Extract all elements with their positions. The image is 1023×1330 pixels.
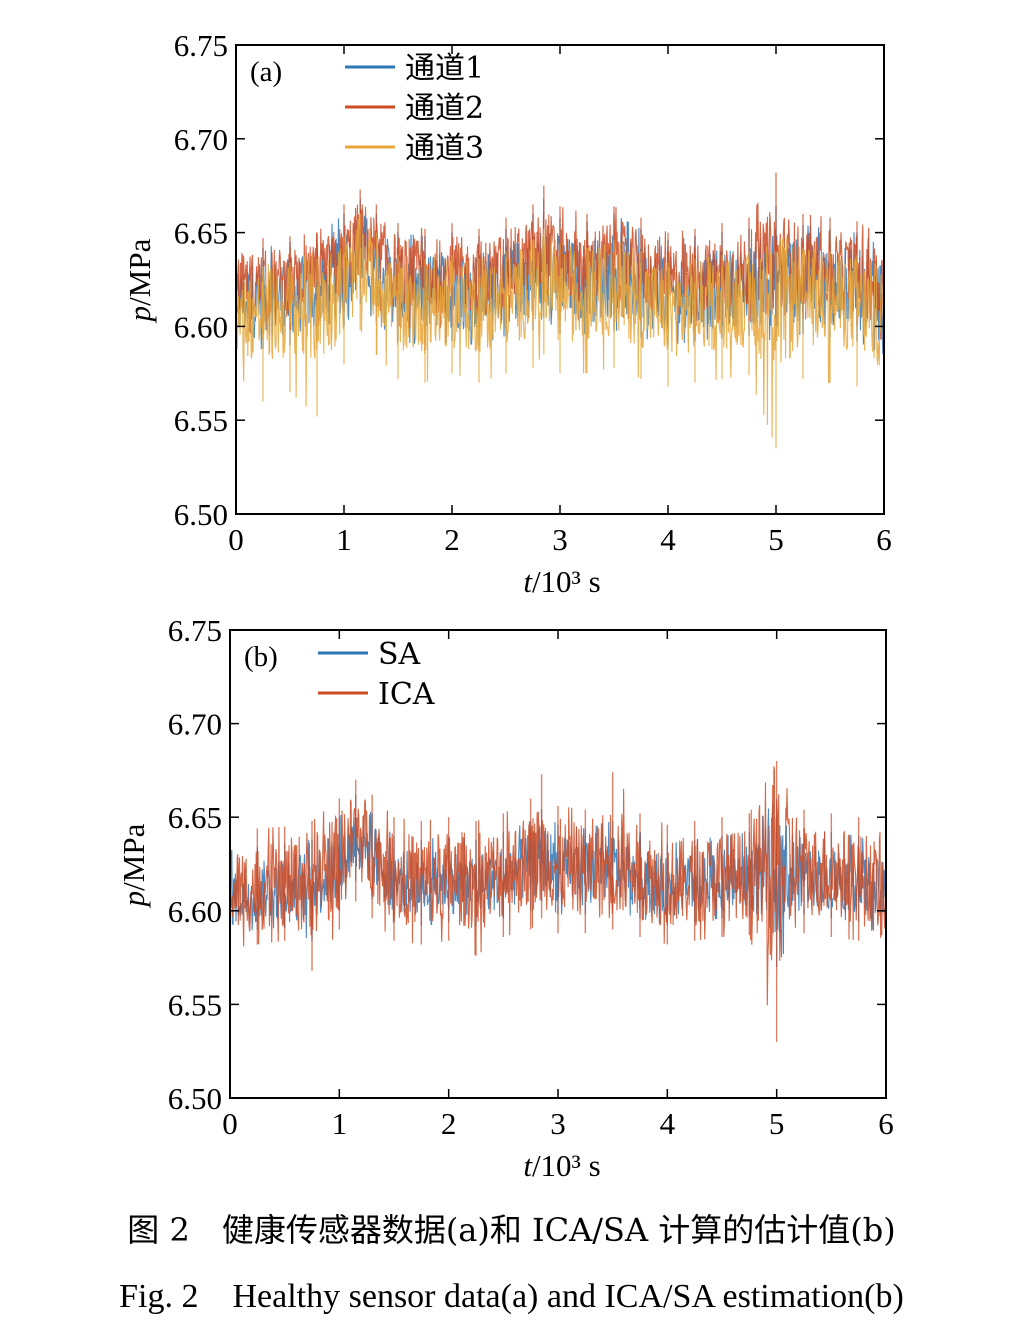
y-tick-label: 6.50 [174,497,228,532]
x-axis-label: t/10³ s [523,1148,600,1183]
y-axis-unit: /MPa [122,238,157,305]
x-axis-unit: /10³ s [532,564,601,599]
x-tick-label: 1 [332,1106,348,1141]
legend-label-通道1: 通道1 [405,51,484,86]
x-axis-unit: /10³ s [532,1148,601,1183]
y-tick-label: 6.65 [174,216,228,251]
x-axis-variable: t [523,564,533,599]
y-axis-variable: p [122,306,157,324]
x-tick-label: 5 [768,522,784,557]
y-tick-label: 6.75 [168,613,222,648]
x-tick-label: 1 [336,522,352,557]
y-axis-label: p/MPa [122,238,157,323]
y-axis-label: p/MPa [116,823,151,908]
chart-panel-a: 6.506.556.606.656.706.750 1 2 3 4 5 6t/10³ sp/… [122,28,892,599]
y-tick-label: 6.65 [168,800,222,835]
y-tick-label: 6.55 [168,987,222,1022]
legend-label-SA: SA [378,637,421,672]
x-tick-label: 3 [550,1106,566,1141]
y-tick-label: 6.70 [174,122,228,157]
legend-label-ICA: ICA [378,677,435,712]
x-tick-label: 6 [878,1106,894,1141]
y-axis-variable: p [116,891,151,909]
x-tick-label: 5 [769,1106,785,1141]
legend-label-通道2: 通道2 [405,91,484,126]
legend: 通道1 通道2 通道3 [345,51,484,166]
y-tick-label: 6.55 [174,403,228,438]
x-tick-label: 0 [228,522,244,557]
series-ICA [229,761,887,1042]
legend: SA ICA [318,637,435,712]
x-tick-label: 4 [660,522,676,557]
y-tick-label: 6.75 [174,28,228,63]
x-axis-variable: t [523,1148,533,1183]
x-tick-label: 2 [444,522,460,557]
y-tick-label: 6.60 [174,309,228,344]
y-tick-label: 6.60 [168,894,222,929]
x-tick-label: 3 [552,522,568,557]
x-tick-label: 0 [222,1106,238,1141]
y-tick-label: 6.70 [168,707,222,742]
x-tick-label: 2 [441,1106,457,1141]
panel-label: (b) [244,641,278,673]
chart-panel-b: 6.506.556.606.656.706.750 1 2 3 4 5 6t/10³ sp/… [116,613,894,1183]
x-tick-label: 4 [660,1106,676,1141]
figure: 6.506.556.606.656.706.750 1 2 3 4 5 6t/10³ sp/… [116,28,894,1183]
y-axis-unit: /MPa [116,823,151,890]
legend-label-通道3: 通道3 [405,131,484,166]
panel-label: (a) [250,56,282,88]
y-tick-label: 6.50 [168,1081,222,1116]
figure-caption-en: Fig. 2 Healthy sensor data(a) and ICA/SA… [119,1278,904,1315]
x-axis-label: t/10³ s [523,564,600,599]
figure-caption-cn: 图 2 健康传感器数据(a)和 ICA/SA 计算的估计值(b) [127,1211,896,1249]
x-tick-label: 6 [876,522,892,557]
